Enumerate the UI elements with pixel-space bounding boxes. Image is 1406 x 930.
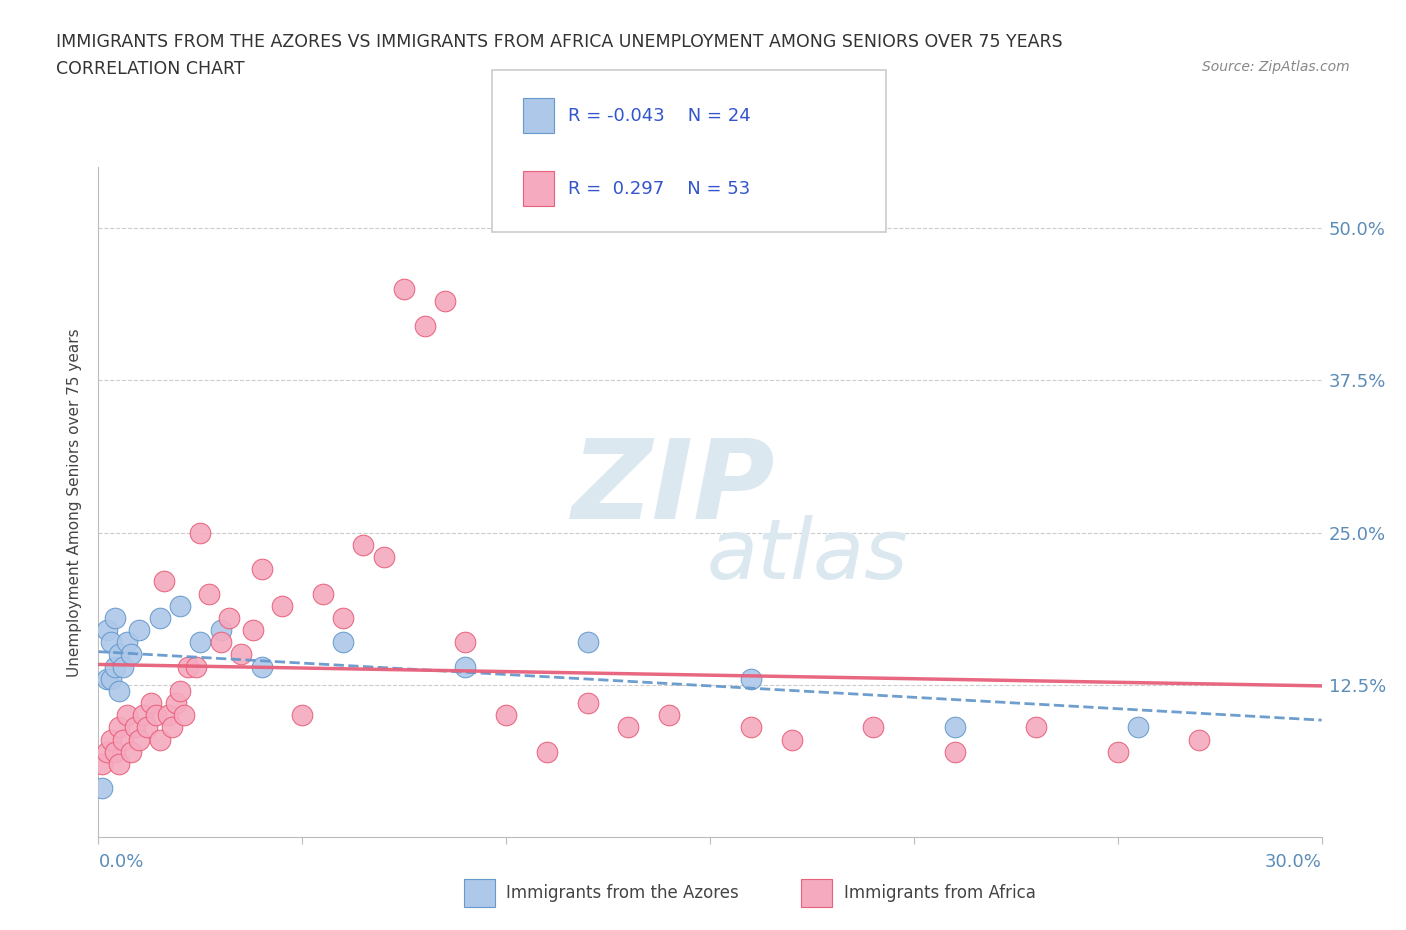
Point	[780, 732, 803, 747]
Text: Immigrants from Africa: Immigrants from Africa	[844, 884, 1035, 902]
Point	[250, 659, 273, 674]
Text: ZIP: ZIP	[572, 435, 775, 542]
Text: CORRELATION CHART: CORRELATION CHART	[56, 60, 245, 78]
Point	[141, 696, 163, 711]
Point	[209, 635, 232, 650]
Point	[149, 610, 172, 625]
Point	[434, 294, 457, 309]
Point	[100, 635, 122, 650]
Point	[943, 744, 966, 759]
Point	[740, 671, 762, 686]
Point	[943, 720, 966, 735]
Point	[136, 720, 159, 735]
Point	[132, 708, 155, 723]
Point	[188, 635, 212, 650]
Point	[740, 720, 762, 735]
Point	[197, 586, 219, 601]
Text: R = -0.043    N = 24: R = -0.043 N = 24	[568, 107, 751, 126]
Text: 30.0%: 30.0%	[1265, 853, 1322, 871]
Point	[115, 635, 138, 650]
Point	[152, 574, 174, 589]
Point	[1128, 720, 1150, 735]
Point	[108, 756, 131, 771]
Point	[104, 744, 127, 759]
Point	[352, 538, 374, 552]
Point	[108, 720, 131, 735]
Point	[177, 659, 200, 674]
Point	[149, 732, 172, 747]
Point	[576, 635, 599, 650]
Point	[120, 744, 142, 759]
Point	[160, 720, 183, 735]
Point	[91, 781, 114, 796]
Point	[124, 720, 146, 735]
Point	[100, 671, 122, 686]
Point	[312, 586, 335, 601]
Point	[209, 622, 232, 637]
Point	[454, 635, 477, 650]
Point	[91, 756, 114, 771]
Point	[536, 744, 558, 759]
Point	[111, 732, 134, 747]
Point	[218, 610, 240, 625]
Point	[115, 708, 138, 723]
Point	[373, 550, 395, 565]
Point	[291, 708, 314, 723]
Point	[495, 708, 517, 723]
Text: IMMIGRANTS FROM THE AZORES VS IMMIGRANTS FROM AFRICA UNEMPLOYMENT AMONG SENIORS : IMMIGRANTS FROM THE AZORES VS IMMIGRANTS…	[56, 33, 1063, 50]
Point	[231, 647, 253, 662]
Point	[156, 708, 179, 723]
Point	[145, 708, 167, 723]
Point	[270, 598, 294, 613]
Point	[108, 647, 131, 662]
Point	[454, 659, 477, 674]
Point	[576, 696, 599, 711]
Point	[617, 720, 640, 735]
Point	[186, 659, 208, 674]
Y-axis label: Unemployment Among Seniors over 75 years: Unemployment Among Seniors over 75 years	[67, 328, 83, 676]
Point	[392, 282, 416, 297]
Point	[96, 744, 118, 759]
Text: Immigrants from the Azores: Immigrants from the Azores	[506, 884, 740, 902]
Point	[169, 684, 191, 698]
Point	[332, 635, 354, 650]
Text: 0.0%: 0.0%	[98, 853, 143, 871]
Point	[108, 684, 131, 698]
Point	[100, 732, 122, 747]
Point	[658, 708, 681, 723]
Point	[128, 622, 150, 637]
Point	[862, 720, 884, 735]
Point	[96, 622, 118, 637]
Point	[128, 732, 150, 747]
Point	[104, 659, 127, 674]
Text: atlas: atlas	[707, 515, 908, 596]
Text: Source: ZipAtlas.com: Source: ZipAtlas.com	[1202, 60, 1350, 74]
Point	[332, 610, 354, 625]
Point	[188, 525, 212, 540]
Point	[111, 659, 134, 674]
Point	[1188, 732, 1211, 747]
Point	[1107, 744, 1129, 759]
Text: R =  0.297    N = 53: R = 0.297 N = 53	[568, 179, 751, 198]
Point	[96, 671, 118, 686]
Point	[165, 696, 187, 711]
Point	[173, 708, 195, 723]
Point	[413, 318, 436, 333]
Point	[242, 622, 264, 637]
Point	[169, 598, 191, 613]
Point	[250, 562, 273, 577]
Point	[104, 610, 127, 625]
Point	[1025, 720, 1047, 735]
Point	[120, 647, 142, 662]
